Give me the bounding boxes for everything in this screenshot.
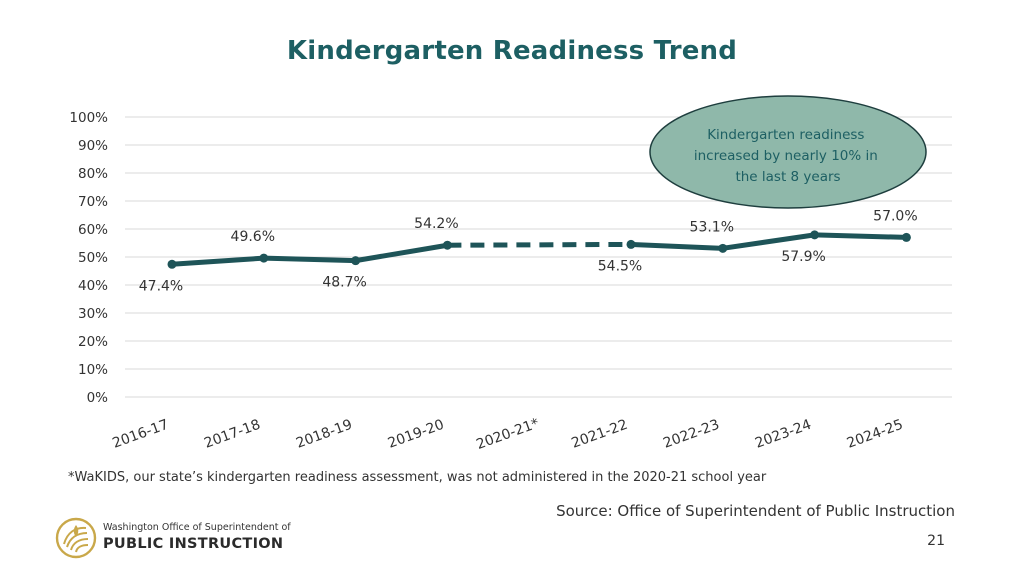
data-label: 53.1% [690,219,734,235]
callout: Kindergarten readiness increased by near… [649,95,927,209]
series-line-segment [261,255,359,264]
y-tick-label: 100% [69,110,108,126]
y-tick-label: 80% [78,166,108,182]
data-label: 54.5% [598,258,642,274]
x-tick-label: 2016-17 [110,417,170,452]
series-line [169,232,909,267]
logo-text-line1: Washington Office of Superintendent of [103,522,291,533]
y-tick-label: 50% [78,250,108,266]
x-tick-label: 2022-23 [661,417,721,452]
gridlines [125,116,952,398]
ospi-logo: Washington Office of Superintendent of P… [55,517,295,559]
footnote: *WaKIDS, our state’s kindergarten readin… [68,470,767,485]
data-label: 54.2% [414,216,458,232]
data-point [442,240,452,250]
logo-text-line2: PUBLIC INSTRUCTION [103,536,284,552]
data-label: 57.9% [781,249,825,265]
data-label: 48.7% [322,275,366,291]
data-label: 47.4% [139,278,183,294]
data-labels: 47.4% 49.6% 48.7% 54.2% 54.5% 53.1% 57.9% 57.0% [139,208,918,294]
callout-ellipse [649,95,927,209]
x-tick-label: 2018-19 [294,417,354,452]
page-number: 21 [927,533,945,549]
x-tick-label: 2024-25 [845,417,905,452]
x-tick-label: 2017-18 [202,417,262,452]
y-tick-label: 0% [87,390,109,406]
x-axis-tick-labels: 2016-17 2017-18 2018-19 2019-20 2020-21* 2021… [110,416,905,453]
data-point [167,259,177,269]
y-tick-label: 20% [78,334,108,350]
x-tick-label: 2019-20 [386,417,446,452]
y-tick-label: 60% [78,222,108,238]
y-tick-label: 70% [78,194,108,210]
callout-text: Kindergarten readiness increased by near… [694,127,882,185]
data-label: 49.6% [231,229,275,245]
series-line-segment [169,255,267,267]
source-note: Source: Office of Superintendent of Publ… [556,502,955,520]
series-line-segment [628,241,726,251]
x-tick-label: 2021-22 [569,417,629,452]
y-tick-label: 10% [78,362,108,378]
data-point [718,243,728,253]
x-tick-label: 2023-24 [753,417,814,452]
series-line-segment [812,232,909,240]
y-tick-label: 40% [78,278,108,294]
data-point [901,232,911,242]
data-label: 57.0% [873,208,917,224]
callout-line-1: Kindergarten readiness [707,127,864,143]
callout-line-2: increased by nearly 10% in [694,148,878,164]
data-point [810,230,820,240]
series-line-dashed-bridge [447,241,632,248]
data-point [351,256,361,266]
series-line-segment [720,232,818,251]
y-axis-tick-labels: 100% 90% 80% 70% 60% 50% 40% 30% 20% 10% 0% [69,110,108,406]
y-tick-label: 30% [78,306,108,322]
y-tick-label: 90% [78,138,108,154]
data-points [167,230,911,269]
series-line-segment [353,242,450,264]
callout-line-3: the last 8 years [735,169,840,185]
data-point [626,239,636,249]
line-chart: 100% 90% 80% 70% 60% 50% 40% 30% 20% 10% 0% 2016-1… [69,95,952,453]
x-tick-label: 2020-21* [474,416,541,453]
data-point [259,253,269,263]
ospi-logo-mark-icon [55,517,97,559]
chart-title: Kindergarten Readiness Trend [286,36,738,66]
